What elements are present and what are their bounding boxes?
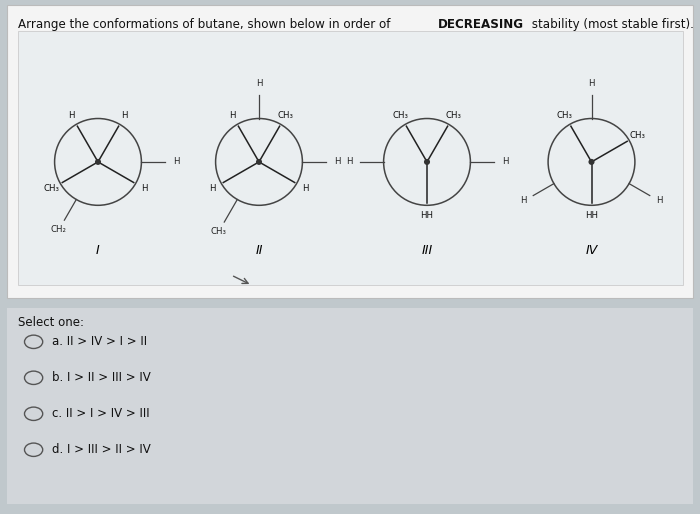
Text: H: H: [302, 184, 309, 193]
Text: H: H: [346, 157, 352, 167]
Text: CH₃: CH₃: [446, 111, 462, 120]
Ellipse shape: [589, 159, 594, 165]
Ellipse shape: [95, 159, 101, 165]
FancyBboxPatch shape: [18, 31, 682, 285]
Ellipse shape: [424, 159, 430, 165]
Text: CH₃: CH₃: [556, 111, 573, 120]
Text: stability (most stable first).: stability (most stable first).: [528, 18, 694, 31]
Text: CH₃: CH₃: [278, 111, 294, 120]
Text: CH₃: CH₃: [44, 184, 60, 193]
Text: CH₃: CH₃: [392, 111, 408, 120]
Text: H: H: [656, 196, 662, 206]
FancyBboxPatch shape: [7, 10, 693, 504]
FancyBboxPatch shape: [7, 308, 693, 504]
Text: H: H: [173, 157, 179, 167]
Text: H: H: [334, 157, 340, 167]
Text: c. II > I > IV > III: c. II > I > IV > III: [52, 407, 150, 420]
Text: HH: HH: [585, 211, 598, 220]
Text: DECREASING: DECREASING: [438, 18, 524, 31]
Text: I: I: [96, 244, 100, 258]
Text: H: H: [588, 79, 595, 88]
Text: CH₂: CH₂: [51, 225, 67, 234]
Text: a. II > IV > I > II: a. II > IV > I > II: [52, 335, 148, 348]
Text: H: H: [68, 111, 75, 120]
Text: d. I > III > II > IV: d. I > III > II > IV: [52, 443, 151, 456]
Ellipse shape: [256, 159, 262, 165]
Text: IV: IV: [585, 244, 598, 258]
Text: H: H: [209, 184, 216, 193]
Text: CH₃: CH₃: [211, 227, 227, 236]
Text: H: H: [121, 111, 128, 120]
FancyBboxPatch shape: [7, 5, 693, 298]
Text: H: H: [521, 196, 527, 206]
Text: H: H: [256, 79, 262, 88]
Text: Select one:: Select one:: [18, 316, 83, 329]
Text: H: H: [502, 157, 508, 167]
Text: III: III: [421, 244, 433, 258]
Text: H: H: [141, 184, 148, 193]
Text: Arrange the conformations of butane, shown below in order of: Arrange the conformations of butane, sho…: [18, 18, 393, 31]
Text: b. I > II > III > IV: b. I > II > III > IV: [52, 371, 151, 384]
Text: H: H: [229, 111, 236, 120]
Text: HH: HH: [421, 211, 433, 220]
Text: CH₃: CH₃: [630, 131, 645, 140]
Text: II: II: [256, 244, 262, 258]
